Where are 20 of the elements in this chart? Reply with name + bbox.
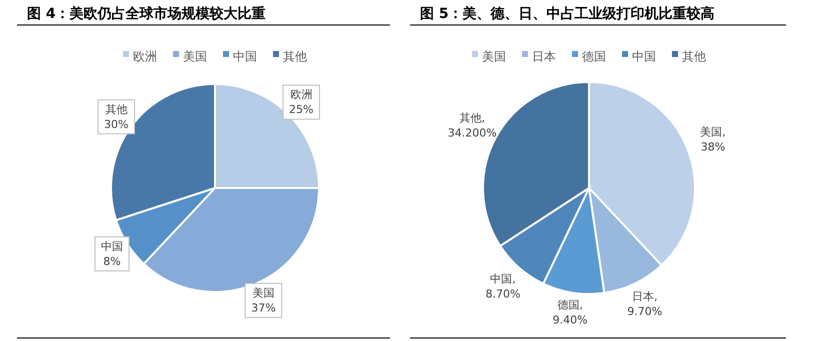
- data-label: 日本, 9.70%: [627, 290, 662, 318]
- data-label: 其他 30%: [104, 102, 129, 131]
- legend-label: 中国: [632, 49, 656, 64]
- legend-label: 其他: [682, 49, 706, 64]
- legend-label: 中国: [233, 49, 257, 64]
- chart-title: 图 5：美、德、日、中占工业级打印机比重较高: [420, 5, 715, 22]
- data-label: 中国, 8.70%: [485, 272, 520, 301]
- data-label: 德国, 9.40%: [552, 298, 588, 327]
- legend-label: 日本: [532, 49, 556, 64]
- legend-label: 德国: [582, 49, 606, 64]
- data-label: 欧洲 25%: [289, 88, 314, 116]
- data-label: 美国, 38%: [700, 125, 726, 154]
- data-label: 中国 8%: [100, 240, 123, 268]
- legend-label: 美国: [183, 49, 207, 64]
- chart-title: 图 4：美欧仍占全球市场规模较大比重: [27, 5, 266, 22]
- legend-label: 欧洲: [133, 49, 157, 64]
- legend-label: 其他: [283, 49, 307, 64]
- data-label: 其他, 34.200%: [448, 111, 497, 140]
- data-label: 美国 37%: [251, 286, 276, 314]
- legend-label: 美国: [482, 49, 506, 64]
